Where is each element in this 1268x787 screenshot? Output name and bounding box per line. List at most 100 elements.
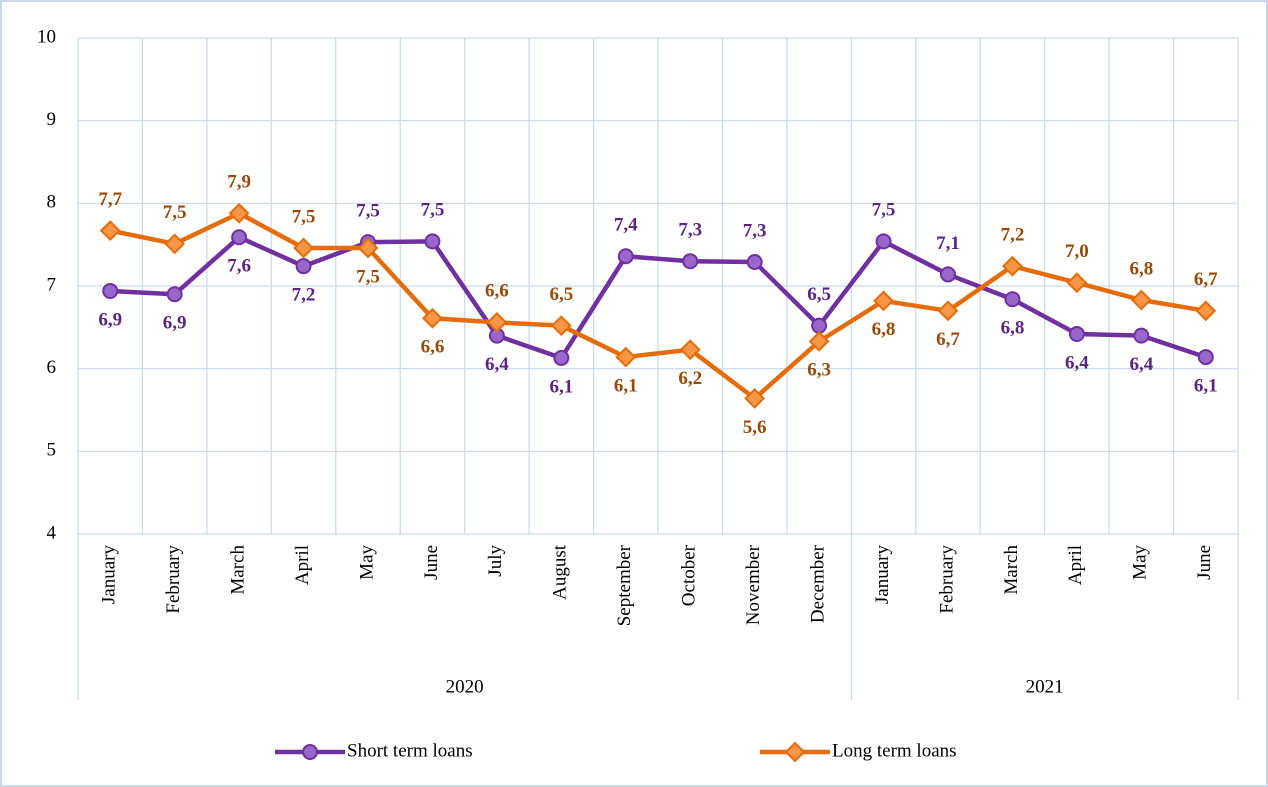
value-label: 7,2 [292,285,316,306]
value-label: 6,1 [1194,375,1218,396]
value-label: 6,9 [98,309,122,330]
marker [166,286,183,303]
value-label: 7,3 [678,220,702,241]
x-tick-label: June [1194,545,1215,580]
marker [1002,255,1023,277]
marker [679,339,701,361]
y-tick-label: 5 [47,440,57,461]
value-label: 7,5 [356,266,380,287]
value-label: 7,3 [743,220,767,241]
marker [1130,289,1152,311]
marker [615,346,637,368]
x-tick-label: March [227,545,248,595]
marker [811,317,828,334]
value-label: 7,9 [227,172,251,193]
value-label: 7,5 [356,201,380,222]
value-label: 7,4 [614,215,638,236]
marker [357,237,379,259]
marker [1068,325,1085,342]
value-label: 6,8 [1129,258,1153,279]
x-tick-label: April [292,545,313,585]
x-tick-label: May [356,545,377,580]
legend-label: Short term loans [347,740,473,761]
x-tick-label: February [163,545,184,614]
marker [940,266,956,283]
x-tick-label: December [807,544,828,623]
value-label: 7,0 [1065,241,1089,262]
x-tick-label: February [936,545,957,614]
marker [617,248,634,265]
x-tick-label: September [614,544,635,626]
y-tick-label: 7 [47,274,57,295]
y-tick-label: 6 [47,357,57,378]
value-label: 6,7 [936,329,960,350]
x-tick-label: May [1130,545,1151,580]
x-tick-label: April [1065,545,1086,585]
value-label: 6,4 [1065,352,1089,373]
value-label: 6,3 [807,360,831,381]
marker [1133,327,1150,344]
marker [1195,300,1217,322]
marker [486,311,508,333]
marker [231,229,248,246]
value-label: 7,7 [98,189,122,210]
legend-marker [784,741,806,763]
marker [164,233,186,255]
value-label: 7,5 [292,206,316,227]
y-tick-label: 9 [47,109,57,130]
value-label: 6,1 [549,376,573,397]
marker [1197,349,1214,366]
y-tick-label: 8 [47,192,57,213]
value-label: 7,1 [936,233,960,254]
marker [873,290,894,312]
value-label: 6,4 [485,354,509,375]
marker [1004,291,1021,308]
value-label: 6,8 [872,319,896,340]
value-label: 7,6 [227,256,251,277]
value-label: 6,8 [1001,318,1025,339]
series-line [110,234,1207,361]
marker [228,202,250,224]
series-line [109,211,1207,401]
marker [553,349,570,366]
x-tick-label: January [99,545,120,605]
marker [422,307,443,329]
value-label: 6,4 [1129,354,1153,375]
value-label: 6,5 [807,284,831,305]
legend-marker [302,744,318,760]
marker [1066,272,1088,294]
x-tick-label: March [1001,545,1022,595]
marker [295,258,312,275]
value-label: 7,2 [1001,225,1025,246]
group-label: 2020 [446,676,484,697]
marker [937,300,959,322]
marker [682,253,699,270]
value-label: 7,5 [163,202,187,223]
value-label: 7,5 [421,200,445,221]
value-label: 6,7 [1194,269,1218,290]
marker [744,388,766,409]
x-tick-label: January [872,545,893,605]
marker [746,254,763,271]
x-tick-label: June [421,545,442,580]
y-tick-label: 10 [37,26,56,47]
value-label: 6,2 [678,368,702,389]
x-tick-label: October [679,544,700,606]
x-tick-label: November [743,544,764,625]
marker [293,237,314,259]
x-tick-label: August [550,544,571,600]
value-label: 6,5 [549,284,573,305]
value-label: 6,6 [485,281,509,302]
marker [550,315,572,337]
x-tick-label: July [485,545,506,577]
marker [875,233,892,250]
legend-label: Long term loans [832,740,957,761]
y-tick-label: 4 [47,522,57,543]
marker [102,282,119,299]
value-label: 6,1 [614,375,638,396]
value-label: 7,5 [872,200,896,221]
value-label: 5,6 [743,417,767,438]
marker [424,233,441,250]
